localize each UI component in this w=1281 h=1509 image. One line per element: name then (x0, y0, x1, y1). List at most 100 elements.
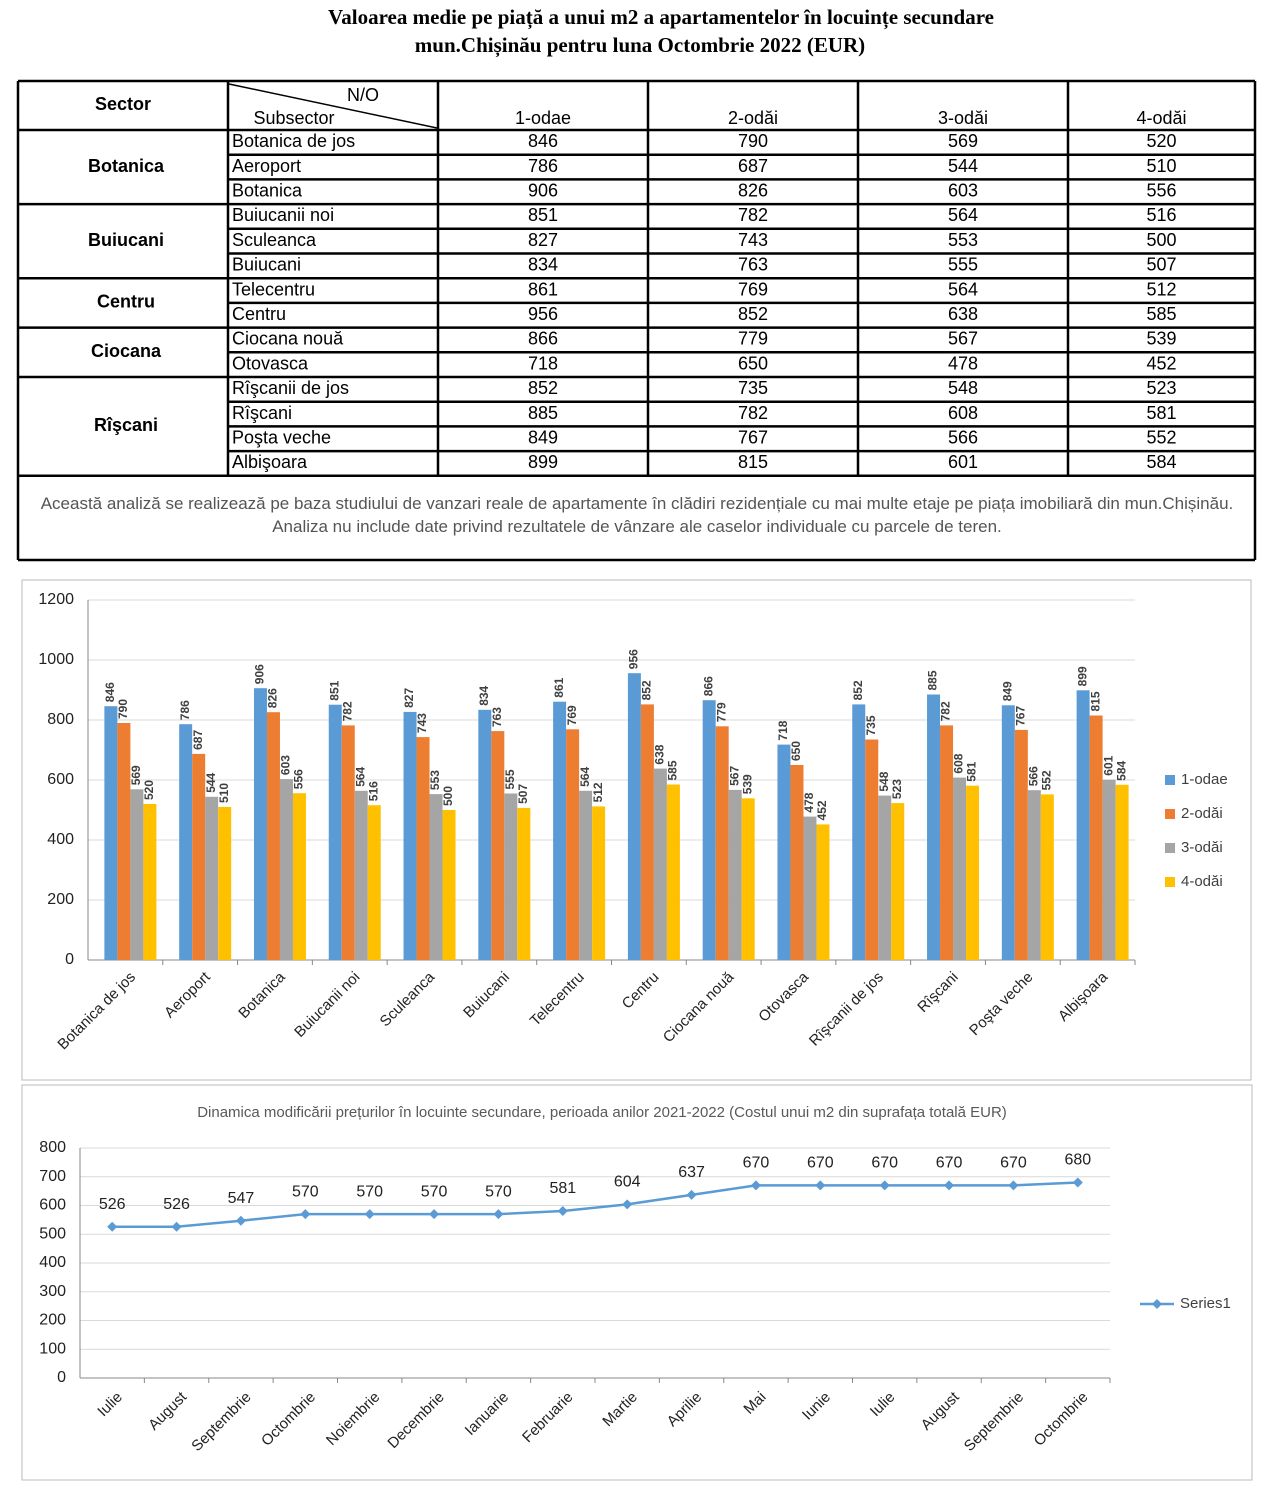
bar (741, 798, 755, 960)
bar-value-label: 899 (1075, 666, 1089, 686)
y-tick-label: 0 (65, 951, 74, 968)
bar (205, 796, 219, 960)
value-cell: 852 (528, 378, 558, 398)
bar (1102, 779, 1116, 960)
x-tick-label: Rîşcani (914, 969, 961, 1016)
bar (192, 753, 206, 960)
x-tick-label: Decembrie (384, 1389, 447, 1452)
value-cell: 516 (1146, 205, 1176, 225)
bar (592, 806, 606, 960)
bar-value-label: 834 (477, 685, 491, 705)
bar (1014, 729, 1028, 960)
bar (1089, 715, 1103, 960)
point (815, 1180, 826, 1191)
value-cell: 779 (738, 329, 768, 349)
x-tick-label: Aeroport (161, 968, 214, 1021)
bar-value-label: 510 (217, 783, 231, 803)
point (364, 1209, 375, 1220)
value-cell: 763 (738, 255, 768, 275)
bar-value-label: 815 (1088, 691, 1102, 711)
bar (253, 688, 267, 960)
x-tick-label: Poşta veche (966, 969, 1036, 1039)
x-tick-label: Mai (740, 1389, 769, 1418)
bar-value-label: 956 (627, 649, 641, 669)
value-cell: 520 (1146, 131, 1176, 151)
sector-cell: Rîşcani (94, 415, 158, 435)
value-cell: 555 (948, 255, 978, 275)
x-tick-label: Albişoara (1055, 968, 1112, 1025)
point-value-label: 680 (1064, 1152, 1091, 1169)
value-cell: 790 (738, 131, 768, 151)
bar (940, 725, 954, 960)
bar-value-label: 852 (640, 680, 654, 700)
bar (566, 729, 580, 960)
bar-value-label: 478 (802, 792, 816, 812)
y-tick-label: 700 (39, 1168, 66, 1185)
y-tick-label: 100 (39, 1340, 66, 1357)
value-cell: 548 (948, 378, 978, 398)
bar (640, 704, 654, 960)
bar-value-label: 866 (701, 676, 715, 696)
bar-value-label: 566 (1026, 766, 1040, 786)
point-value-label: 547 (228, 1190, 255, 1207)
bar (416, 737, 430, 960)
y-tick-label: 200 (39, 1312, 66, 1329)
header-cell: 3-odăi (938, 108, 988, 128)
legend-label: 2-odăi (1181, 805, 1223, 822)
bar (218, 807, 232, 960)
bar (104, 706, 118, 960)
value-cell: 906 (528, 181, 558, 201)
bar-value-label: 687 (191, 730, 205, 750)
bar (927, 694, 941, 960)
value-cell: 569 (948, 131, 978, 151)
bar-value-label: 851 (327, 680, 341, 700)
bar (179, 724, 193, 960)
bar (803, 816, 817, 960)
bar-value-label: 523 (890, 779, 904, 799)
bar-value-label: 553 (428, 770, 442, 790)
y-tick-label: 500 (39, 1225, 66, 1242)
y-tick-label: 800 (47, 711, 74, 728)
bar (517, 807, 531, 960)
bar (816, 824, 830, 960)
legend-swatch (1165, 775, 1175, 785)
point-value-label: 604 (614, 1174, 641, 1191)
x-tick-label: Iulie (94, 1389, 125, 1420)
x-tick-label: Septembrie (188, 1389, 254, 1455)
bar-value-label: 544 (204, 772, 218, 792)
value-cell: 826 (738, 181, 768, 201)
subsector-cell: Buiucanii noi (232, 205, 334, 225)
value-cell: 861 (528, 279, 558, 299)
chart-frame (21, 579, 1252, 1081)
bar-value-label: 516 (366, 781, 380, 801)
bar (702, 700, 716, 960)
x-tick-label: Rîşcanii de jos (806, 969, 887, 1050)
header-cell: Subsector (253, 108, 334, 128)
bar (367, 805, 381, 960)
value-cell: 846 (528, 131, 558, 151)
value-cell: 601 (948, 452, 978, 472)
y-tick-label: 400 (39, 1254, 66, 1271)
bar-value-label: 826 (266, 688, 280, 708)
value-cell: 603 (948, 181, 978, 201)
bar-value-label: 520 (142, 780, 156, 800)
bar-value-label: 608 (952, 753, 966, 773)
point-value-label: 670 (743, 1155, 770, 1172)
bar (865, 739, 879, 960)
value-cell: 608 (948, 403, 978, 423)
bar-value-label: 906 (253, 664, 267, 684)
subsector-cell: Buiucani (232, 255, 301, 275)
x-tick-label: Februarie (519, 1389, 576, 1446)
header-cell: 2-odăi (728, 108, 778, 128)
bar-value-label: 790 (116, 699, 130, 719)
value-cell: 834 (528, 255, 558, 275)
value-cell: 956 (528, 304, 558, 324)
point-value-label: 581 (549, 1180, 576, 1197)
x-tick-label: Sculeanca (377, 968, 439, 1030)
value-cell: 851 (528, 205, 558, 225)
table-note: Această analiză se realizează pe baza st… (40, 494, 1234, 536)
x-tick-label: Aprilie (664, 1389, 705, 1430)
subsector-cell: Otovasca (232, 353, 309, 373)
